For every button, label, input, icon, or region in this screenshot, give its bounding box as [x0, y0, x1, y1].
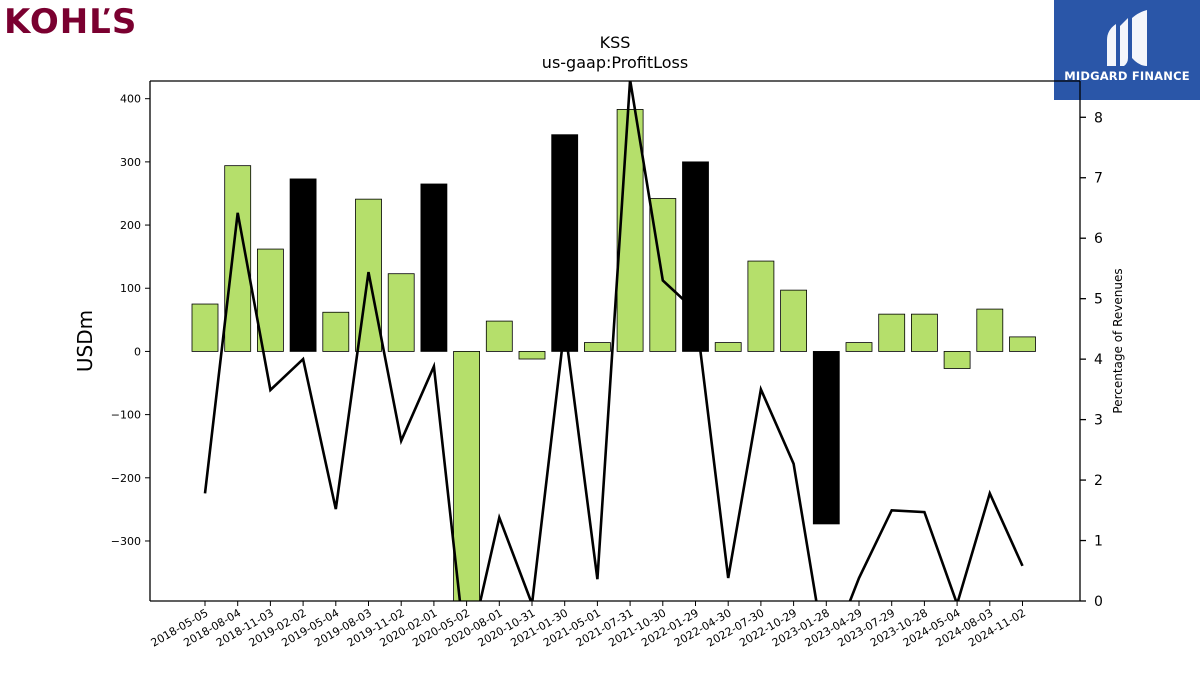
plot-area: [191, 81, 1036, 601]
bar-2022-07-30: [747, 260, 775, 352]
bar-2020-08-01: [485, 320, 513, 352]
bar-2018-05-05: [191, 303, 219, 352]
midgard-finance-emblem: [1054, 0, 1200, 100]
y-tick-label: 100: [120, 282, 141, 295]
bar-2024-05-04: [943, 351, 971, 369]
midgard-finance-text: MIDGARD FINANCE: [1064, 69, 1190, 83]
y2-tick-label: 5: [1094, 292, 1103, 308]
bar-2024-11-02: [1009, 336, 1036, 352]
y-tick-label: 300: [120, 156, 141, 169]
bar-2021-05-01: [584, 342, 611, 352]
percentage-line: [203, 81, 1024, 601]
bar-2022-10-29: [780, 289, 807, 352]
bar-2020-02-01: [420, 183, 448, 352]
bar-2021-01-30: [551, 134, 579, 352]
y-tick-label: 0: [134, 345, 141, 358]
series-group: [191, 81, 1036, 601]
midgard-finance-logo: MIDGARD FINANCE: [1054, 0, 1200, 100]
kohls-logo: KOHĽS: [4, 2, 138, 42]
bar-2020-05-02: [453, 351, 481, 601]
y2-tick-label: 6: [1094, 231, 1103, 247]
y2-axis-label: Percentage of Revenues: [1111, 268, 1125, 413]
bar-2023-10-28: [911, 313, 938, 352]
bar-2019-02-02: [289, 178, 317, 352]
chart-title: KSS: [600, 33, 631, 52]
y2-tick-label: 3: [1094, 413, 1103, 429]
bar-2024-08-03: [976, 308, 1004, 352]
bar-2022-04-30: [714, 342, 742, 352]
bar-2021-07-31: [616, 109, 644, 352]
y-tick-label: −100: [111, 409, 141, 422]
bar-2019-11-02: [387, 273, 415, 352]
bar-2019-05-04: [322, 311, 350, 352]
bar-2023-04-29: [845, 342, 873, 352]
logo-mark: [1107, 10, 1147, 66]
y-tick-label: −200: [111, 472, 141, 485]
y2-tick-label: 1: [1094, 534, 1103, 550]
y2-tick-label: 0: [1094, 594, 1103, 610]
y2-tick-label: 7: [1094, 171, 1103, 187]
bar-2022-01-29: [682, 161, 709, 352]
bar-2018-11-03: [256, 248, 284, 352]
bar-2023-07-29: [878, 313, 906, 352]
chart-subtitle: us-gaap:ProfitLoss: [542, 53, 688, 72]
y-tick-label: 200: [120, 219, 141, 232]
y-tick-label: 400: [120, 93, 141, 106]
bar-2020-10-31: [518, 351, 546, 360]
y2-tick-label: 4: [1094, 352, 1103, 368]
y-axis-label: USDm: [73, 310, 97, 372]
y2-tick-label: 8: [1094, 110, 1103, 126]
bar-2023-01-28: [812, 351, 840, 525]
y2-tick-label: 2: [1094, 473, 1103, 489]
y-tick-label: −300: [111, 535, 141, 548]
